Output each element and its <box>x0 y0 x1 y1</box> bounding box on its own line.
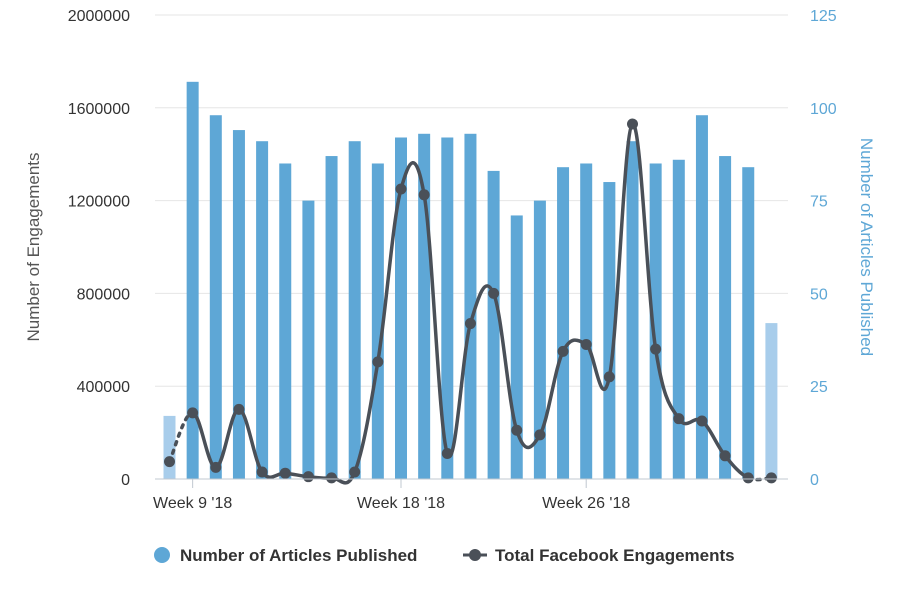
bar-articles[interactable] <box>626 141 639 479</box>
engagements-point[interactable] <box>696 415 708 427</box>
bar-articles[interactable] <box>765 323 778 479</box>
engagements-point[interactable] <box>349 466 361 478</box>
engagements-point[interactable] <box>326 472 338 484</box>
bar-articles[interactable] <box>302 200 315 479</box>
engagements-point[interactable] <box>650 343 662 355</box>
x-tick-label: Week 9 '18 <box>153 495 232 512</box>
engagements-point[interactable] <box>395 183 407 195</box>
bar-articles[interactable] <box>395 137 407 479</box>
bar-articles[interactable] <box>348 141 361 479</box>
engagements-point[interactable] <box>418 189 430 201</box>
x-tick-label: Week 26 '18 <box>542 495 630 512</box>
bar-articles[interactable] <box>186 81 199 479</box>
left-tick-label: 1200000 <box>68 194 130 211</box>
engagements-point[interactable] <box>627 118 638 130</box>
engagements-point[interactable] <box>719 450 731 462</box>
engagements-point[interactable] <box>279 467 291 479</box>
axes: 0 400000 800000 1200000 1600000 2000000 0 25 50 7… <box>68 8 837 512</box>
engagements-point[interactable] <box>187 407 199 419</box>
legend-engagements-marker <box>469 549 481 561</box>
engagements-point[interactable] <box>557 345 569 357</box>
legend[interactable]: Number of Articles Published Total Faceb… <box>154 546 735 565</box>
engagements-point[interactable] <box>256 466 268 478</box>
engagements-point[interactable] <box>441 447 453 459</box>
left-tick-label: 2000000 <box>68 8 130 25</box>
bar-articles[interactable] <box>672 159 685 479</box>
right-tick-label: 25 <box>810 379 828 396</box>
bar-articles[interactable] <box>695 115 708 479</box>
bar-articles[interactable] <box>371 163 384 480</box>
engagements-point[interactable] <box>464 318 476 330</box>
engagements-point[interactable] <box>580 338 592 350</box>
bar-articles[interactable] <box>325 156 338 479</box>
engagements-point[interactable] <box>765 472 777 484</box>
bar-articles[interactable] <box>441 137 454 479</box>
engagements-point[interactable] <box>742 472 754 484</box>
right-tick-label: 100 <box>810 101 837 118</box>
left-tick-label: 800000 <box>77 286 130 303</box>
engagements-point[interactable] <box>210 461 222 473</box>
legend-articles-swatch <box>154 547 170 563</box>
left-tick-label: 1600000 <box>68 101 130 118</box>
engagements-point[interactable] <box>372 356 384 368</box>
bar-articles[interactable] <box>464 133 477 479</box>
bar-articles[interactable] <box>209 115 222 479</box>
bar-articles[interactable] <box>533 200 546 479</box>
bar-articles[interactable] <box>232 130 245 479</box>
left-axis-title: Number of Engagements <box>24 153 43 342</box>
bar-articles[interactable] <box>279 163 292 480</box>
left-tick-label: 0 <box>121 472 130 489</box>
engagements-point[interactable] <box>488 287 500 299</box>
right-tick-label: 75 <box>810 194 828 211</box>
engagements-point[interactable] <box>603 371 615 383</box>
left-tick-label: 400000 <box>77 379 130 396</box>
bar-articles[interactable] <box>649 163 662 480</box>
bar-articles[interactable] <box>603 182 616 480</box>
bar-articles[interactable] <box>719 156 732 479</box>
bar-articles[interactable] <box>163 415 176 479</box>
legend-articles-label: Number of Articles Published <box>180 546 417 565</box>
engagements-line <box>191 122 750 485</box>
right-tick-label: 125 <box>810 8 837 25</box>
engagements-point[interactable] <box>511 424 523 436</box>
x-tick-label: Week 18 '18 <box>357 495 445 512</box>
right-tick-label: 50 <box>810 286 828 303</box>
bar-articles[interactable] <box>557 167 570 479</box>
legend-item-articles[interactable]: Number of Articles Published <box>154 546 417 565</box>
bar-articles[interactable] <box>742 167 755 479</box>
engagements-point[interactable] <box>534 429 546 441</box>
engagements-point[interactable] <box>233 403 245 415</box>
engagements-point[interactable] <box>302 471 314 483</box>
bar-articles[interactable] <box>256 141 269 479</box>
legend-engagements-label: Total Facebook Engagements <box>495 546 735 565</box>
bar-articles[interactable] <box>580 163 593 480</box>
legend-item-engagements[interactable]: Total Facebook Engagements <box>463 546 735 565</box>
bars-layer <box>163 81 778 480</box>
engagements-point[interactable] <box>164 456 175 468</box>
bar-articles[interactable] <box>487 170 500 480</box>
right-axis-title: Number of Articles Published <box>857 138 876 356</box>
engagements-point[interactable] <box>673 413 685 425</box>
right-tick-label: 0 <box>810 472 819 489</box>
